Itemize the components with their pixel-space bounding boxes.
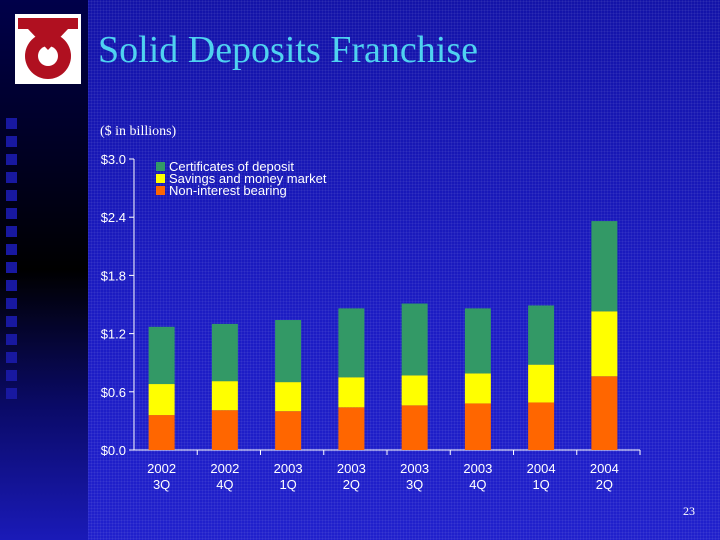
x-tick-label-year: 2004 [590, 461, 619, 476]
bar-segment [338, 407, 365, 450]
y-tick-label: $0.0 [101, 443, 126, 458]
legend-swatch [156, 162, 165, 171]
bar-segment [211, 410, 238, 450]
bar-segment [338, 377, 365, 408]
bar-segment [528, 364, 555, 403]
y-tick-label: $1.8 [101, 268, 126, 283]
bar-segment [148, 384, 175, 416]
units-note: ($ in billions) [100, 124, 177, 139]
x-tick-label-year: 2003 [337, 461, 366, 476]
x-tick-label-year: 2003 [463, 461, 492, 476]
bar-segment [591, 221, 618, 312]
bar-segment [148, 326, 175, 385]
x-tick-label-year: 2003 [274, 461, 303, 476]
bar-segment [148, 415, 175, 450]
x-tick-label-year: 2004 [527, 461, 556, 476]
bar-segment [591, 376, 618, 450]
x-tick-label-quarter: 2Q [343, 477, 360, 492]
bar-segment [464, 373, 491, 404]
legend-label: Certificates of deposit [169, 159, 294, 174]
bar-segment [464, 403, 491, 450]
x-tick-label-quarter: 2Q [596, 477, 613, 492]
legend-swatch [156, 174, 165, 183]
bar-segment [401, 375, 428, 406]
bar-segment [275, 320, 302, 383]
x-tick-label-year: 2003 [400, 461, 429, 476]
bar-segment [464, 308, 491, 374]
y-tick-label: $0.6 [101, 385, 126, 400]
y-tick-label: $2.4 [101, 210, 126, 225]
x-tick-label-year: 2002 [210, 461, 239, 476]
bar-segment [211, 381, 238, 411]
bar-segment [401, 405, 428, 450]
page-title: Solid Deposits Franchise [98, 29, 478, 71]
red-anchor-ring-logo-icon [15, 14, 81, 84]
x-tick-label-quarter: 1Q [279, 477, 296, 492]
y-tick-label: $3.0 [101, 152, 126, 167]
bar-segment [528, 402, 555, 450]
x-tick-label-quarter: 1Q [532, 477, 549, 492]
x-tick-label-quarter: 3Q [153, 477, 170, 492]
x-tick-label-quarter: 4Q [469, 477, 486, 492]
legend-label: Savings and money market [169, 171, 327, 186]
bar-segment [275, 411, 302, 450]
legend-label: Non-interest bearing [169, 183, 287, 198]
bar-segment [211, 323, 238, 382]
bar-segment [528, 305, 555, 365]
bar-segment [591, 311, 618, 377]
x-tick-label-quarter: 4Q [216, 477, 233, 492]
bar-segment [338, 308, 365, 378]
bar-segment [275, 382, 302, 412]
slide-number: 23 [683, 504, 695, 518]
x-tick-label-year: 2002 [147, 461, 176, 476]
side-square-pattern [6, 118, 18, 406]
x-tick-label-quarter: 3Q [406, 477, 423, 492]
y-tick-label: $1.2 [101, 327, 126, 342]
bar-segment [401, 303, 428, 376]
legend-swatch [156, 186, 165, 195]
